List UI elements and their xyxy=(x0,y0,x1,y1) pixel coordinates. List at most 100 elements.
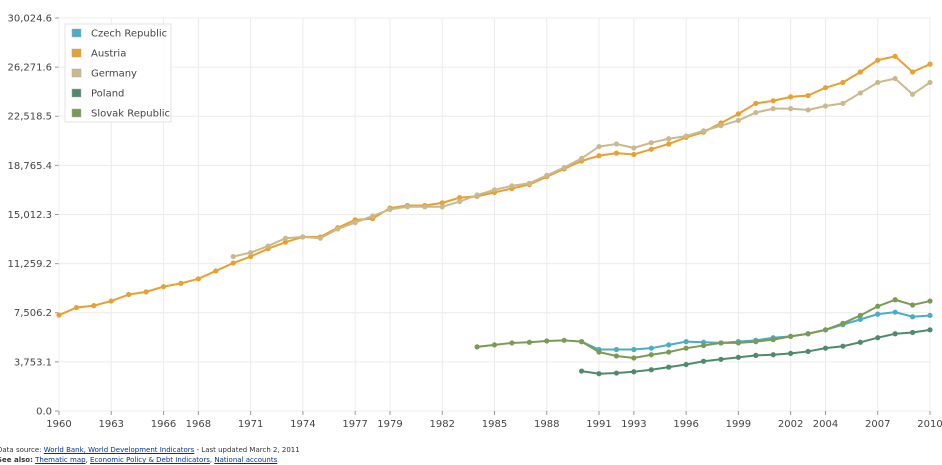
point xyxy=(683,339,689,345)
y-tick-label: 18,765.4 xyxy=(7,161,52,172)
point xyxy=(474,344,480,350)
point xyxy=(335,226,341,232)
point xyxy=(544,172,550,178)
point xyxy=(317,235,323,241)
point xyxy=(666,136,672,142)
link[interactable]: National accounts xyxy=(214,456,278,464)
point xyxy=(822,103,829,109)
point xyxy=(857,339,863,345)
x-tick-label: 2002 xyxy=(778,419,803,430)
point xyxy=(474,192,480,198)
y-tick-label: 15,012.3 xyxy=(7,210,52,221)
point xyxy=(753,109,759,116)
point xyxy=(822,327,829,333)
point xyxy=(666,141,672,147)
point xyxy=(439,200,445,206)
point xyxy=(666,342,672,348)
point xyxy=(875,303,881,309)
x-tick-label: 1993 xyxy=(621,419,646,430)
point xyxy=(91,303,97,309)
y-tick-label: 26,271.6 xyxy=(7,63,52,74)
point xyxy=(509,183,515,189)
point xyxy=(753,100,759,107)
point xyxy=(683,133,689,139)
point xyxy=(648,146,654,152)
point xyxy=(718,356,724,362)
point xyxy=(909,329,916,336)
point xyxy=(892,309,898,315)
point xyxy=(770,352,776,358)
point xyxy=(613,141,620,147)
point xyxy=(718,123,724,129)
point xyxy=(805,107,811,113)
legend-label: Austria xyxy=(91,49,126,60)
point xyxy=(875,79,881,86)
point xyxy=(683,345,689,351)
point xyxy=(700,358,707,364)
point xyxy=(526,180,532,186)
point xyxy=(892,75,898,82)
point xyxy=(875,311,881,317)
point xyxy=(648,345,654,351)
point xyxy=(457,198,463,205)
point xyxy=(56,312,62,318)
point xyxy=(735,354,741,360)
point xyxy=(840,79,846,86)
point xyxy=(666,349,672,355)
point xyxy=(282,239,289,245)
y-tick-label: 0.0 xyxy=(36,407,52,418)
point xyxy=(840,343,846,349)
source-label: Data source: xyxy=(0,446,42,454)
footer: Data source: World Bank, World Developme… xyxy=(0,445,300,465)
x-tick-label: 2007 xyxy=(865,419,890,430)
legend: Czech Republic Austria Germany Poland Slovak… xyxy=(64,23,172,123)
point xyxy=(457,195,463,201)
point xyxy=(300,234,306,240)
x-tick-label: 1999 xyxy=(726,419,751,430)
point xyxy=(788,333,794,339)
x-tick-label: 1968 xyxy=(186,419,211,430)
point xyxy=(108,298,114,304)
point xyxy=(857,90,863,96)
grid: 0.0 3,753.1 7,506.2 11,259.2 15,012.3 18,765.… xyxy=(7,14,942,431)
chart: 0.0 3,753.1 7,506.2 11,259.2 15,012.3 18,765.… xyxy=(7,14,942,431)
link[interactable]: Thematic map xyxy=(35,456,86,464)
point xyxy=(700,342,707,349)
point xyxy=(892,331,898,337)
point xyxy=(892,297,898,303)
point xyxy=(770,106,776,112)
x-tick-label: 1988 xyxy=(534,419,559,430)
point xyxy=(927,327,933,333)
point xyxy=(387,206,393,213)
link[interactable]: World Bank, World Development Indicators xyxy=(43,446,195,454)
point xyxy=(369,213,376,219)
y-tick-label: 22,518.5 xyxy=(7,112,52,123)
point xyxy=(735,340,741,346)
legend-swatch xyxy=(71,108,82,118)
legend-label: Czech Republic xyxy=(91,29,167,40)
point xyxy=(822,85,829,91)
legend-label: Germany xyxy=(91,69,137,80)
y-tick-label: 30,024.6 xyxy=(7,14,52,25)
point xyxy=(613,346,620,353)
point xyxy=(126,291,132,298)
point xyxy=(631,355,637,361)
x-tick-label: 1985 xyxy=(482,419,507,430)
point xyxy=(718,340,724,346)
point xyxy=(909,91,916,97)
point xyxy=(875,335,881,341)
see-also-label: See also: xyxy=(0,456,33,464)
point xyxy=(265,243,271,249)
legend-label: Poland xyxy=(91,89,124,100)
point xyxy=(352,219,358,226)
link[interactable]: Economic Policy & Debt Indicators xyxy=(90,456,210,464)
point xyxy=(735,111,741,117)
point xyxy=(579,368,585,374)
point xyxy=(648,352,654,358)
x-tick-label: 1971 xyxy=(238,419,263,430)
point xyxy=(700,128,707,134)
point xyxy=(631,369,637,375)
y-tick-label: 7,506.2 xyxy=(14,308,52,319)
point xyxy=(840,100,846,107)
point xyxy=(857,312,863,319)
